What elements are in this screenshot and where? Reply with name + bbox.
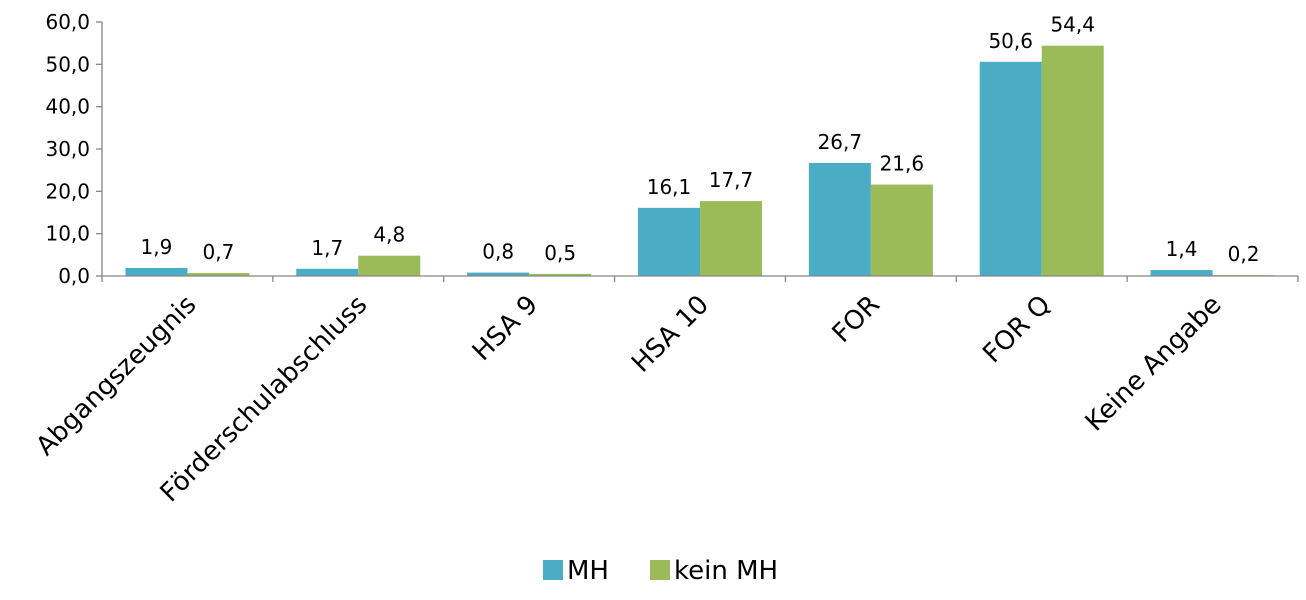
- bar-mh: [979, 61, 1042, 276]
- legend-swatch-mh: [543, 560, 563, 580]
- x-category-label: HSA 10: [626, 290, 715, 379]
- data-label: 1,4: [1166, 237, 1198, 261]
- data-label: 26,7: [818, 130, 863, 154]
- y-tick-label: 40,0: [45, 95, 90, 119]
- data-label: 16,1: [647, 175, 692, 199]
- bar-mh: [638, 207, 700, 276]
- bar-mh: [808, 162, 871, 276]
- data-label: 0,7: [203, 240, 235, 264]
- bar-kein-mh: [870, 184, 933, 276]
- y-tick-label: 60,0: [45, 10, 90, 34]
- bar-kein-mh: [358, 255, 421, 276]
- y-tick-label: 50,0: [45, 52, 90, 76]
- bar-kein-mh: [1041, 45, 1104, 276]
- data-label: 54,4: [1050, 13, 1095, 37]
- bar-mh: [296, 268, 359, 276]
- data-label: 17,7: [709, 168, 754, 192]
- data-label: 1,7: [311, 236, 343, 260]
- y-axis: 0,0 10,0 20,0 30,0 40,0 50,0 60,0: [45, 10, 103, 288]
- bar-kein-mh: [700, 201, 762, 276]
- legend-swatch-kein-mh: [650, 560, 670, 580]
- x-category-label: FOR: [827, 290, 886, 349]
- y-tick-label: 10,0: [45, 222, 90, 246]
- x-category-label: FOR Q: [977, 290, 1056, 369]
- data-label: 0,8: [482, 240, 514, 264]
- data-label: 21,6: [880, 152, 925, 176]
- legend-label: kein MH: [674, 556, 778, 586]
- bar-kein-mh: [187, 273, 250, 276]
- y-tick-label: 20,0: [45, 179, 90, 203]
- y-tick-label: 0,0: [58, 264, 90, 288]
- y-tick-label: 30,0: [45, 137, 90, 161]
- value-labels: 1,9 1,7 0,8 16,1 26,7 50,6 1,4 0,7 4,8 0,5 17,7 21,…: [141, 13, 1260, 266]
- x-category-label: Keine Angabe: [1080, 290, 1228, 438]
- bar-mh: [467, 272, 530, 276]
- data-label: 0,2: [1228, 242, 1260, 266]
- bar-mh: [1150, 270, 1213, 276]
- legend-label: MH: [567, 556, 609, 586]
- data-label: 0,5: [544, 241, 576, 265]
- data-label: 50,6: [988, 29, 1033, 53]
- bars: [125, 45, 1275, 276]
- bar-mh: [125, 267, 188, 276]
- legend: MH kein MH: [543, 556, 778, 586]
- data-label: 1,9: [141, 235, 173, 259]
- data-label: 4,8: [373, 223, 405, 247]
- bar-kein-mh: [529, 273, 592, 276]
- x-category-label: HSA 9: [467, 290, 544, 367]
- x-category-label: Abgangszeugnis: [30, 290, 202, 462]
